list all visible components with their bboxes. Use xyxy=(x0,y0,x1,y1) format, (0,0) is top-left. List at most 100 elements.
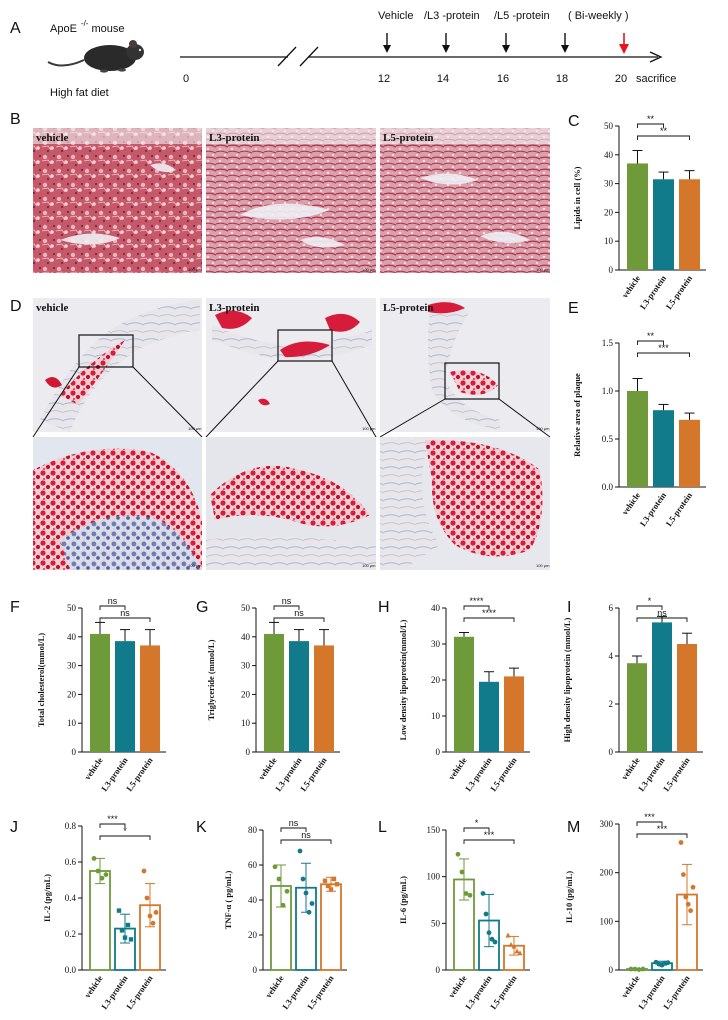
bar xyxy=(454,636,474,752)
scale-bar-label: 100 μm xyxy=(188,267,202,272)
mouse-label-suffix: mouse xyxy=(91,23,124,35)
timeline-tick-20: 20 xyxy=(615,73,627,85)
y-tick-label: 40 xyxy=(241,632,251,642)
data-point xyxy=(459,869,465,875)
bar xyxy=(314,645,334,752)
chart-g: G 0 10 20 30 40 50 Triglyceride (mmol/L) vehicle… xyxy=(196,596,340,793)
significance-bracket xyxy=(637,135,690,140)
data-point xyxy=(141,868,147,874)
micrograph-liver-l5: L5-protein 100 μm xyxy=(380,128,550,273)
significance-label: ** xyxy=(660,126,668,136)
category-label: vehicle xyxy=(619,755,642,781)
y-tick-label: 40 xyxy=(67,632,77,642)
panel-letter: F xyxy=(10,599,20,616)
data-point xyxy=(688,908,693,914)
data-point xyxy=(122,935,128,940)
y-tick-label: 10 xyxy=(241,718,251,728)
y-tick-label: 30 xyxy=(431,639,441,649)
y-tick-label: 30 xyxy=(604,179,614,189)
panel-letter: D xyxy=(10,298,22,315)
chart-j: J0.00.20.40.60.8IL-2 (pg/mL)vehicleL3-pr… xyxy=(10,814,166,1011)
significance-label: ns xyxy=(120,608,130,618)
micrograph-aorta-vehicle: vehicle 100 μm xyxy=(33,298,202,432)
data-point xyxy=(678,840,684,845)
y-axis-label: TNF-α ( pg/mL) xyxy=(223,871,233,930)
data-point xyxy=(685,901,691,907)
chart-e: E 0.0 0.5 1.0 1.5 Relative area of plaque vehi… xyxy=(568,300,706,528)
micrograph-liver-l3: L3-protein 100 μm xyxy=(206,128,376,273)
scale-bar-label: 100 μm xyxy=(362,267,376,272)
data-point xyxy=(628,966,634,972)
y-tick-label: 0 xyxy=(609,265,614,275)
data-point xyxy=(150,920,156,926)
significance-bracket xyxy=(99,823,126,828)
chart-f: F 0 10 20 30 40 50 Total cholesterol(mmol/L) veh… xyxy=(10,596,166,793)
bar xyxy=(679,419,700,487)
panel-letter: L xyxy=(378,819,387,836)
data-point xyxy=(492,939,498,945)
bar xyxy=(653,179,674,270)
data-point xyxy=(147,913,153,919)
y-tick-label: 0 xyxy=(253,965,258,975)
y-tick-label: 0 xyxy=(609,965,614,975)
data-point xyxy=(300,876,306,882)
y-axis-label: Lipids in cell (%) xyxy=(572,166,582,229)
data-point xyxy=(681,872,686,878)
y-tick-label: 0 xyxy=(436,747,441,757)
significance-label: * xyxy=(648,596,652,606)
y-tick-label: 0.0 xyxy=(65,965,77,975)
micrograph-label: vehicle xyxy=(36,302,68,314)
micrograph-label: L5-protein xyxy=(383,302,434,314)
bar xyxy=(90,633,110,752)
category-label: L5-protein xyxy=(664,273,695,311)
sacrifice-arrow xyxy=(619,33,629,54)
y-tick-label: 0 xyxy=(72,747,77,757)
data-point xyxy=(325,883,331,889)
zoom-lines xyxy=(32,360,551,438)
significance-label: ns xyxy=(294,608,304,618)
scale-bar-label: 100 μm xyxy=(536,426,550,431)
significance-bracket xyxy=(99,617,151,622)
timeline-tick-0: 0 xyxy=(183,73,189,85)
y-tick-label: 50 xyxy=(431,918,441,928)
y-tick-label: 10 xyxy=(604,236,614,246)
diet-label: High fat diet xyxy=(50,87,109,99)
y-tick-label: 30 xyxy=(241,661,251,671)
data-point xyxy=(128,937,134,942)
data-point xyxy=(306,909,312,915)
mouse-icon xyxy=(47,40,144,73)
data-point xyxy=(505,932,511,938)
dose-arrow-18 xyxy=(561,33,569,53)
panel-letter: B xyxy=(10,111,21,128)
timeline-tick-14: 14 xyxy=(437,73,449,85)
data-point xyxy=(636,967,642,972)
category-label: L5-protein xyxy=(664,490,695,528)
bar xyxy=(677,644,697,752)
significance-bracket xyxy=(273,605,300,610)
panel-letter: A xyxy=(10,20,21,37)
significance-bracket xyxy=(99,605,126,610)
data-point xyxy=(303,890,309,896)
y-tick-label: 150 xyxy=(427,825,441,835)
bar xyxy=(504,676,524,752)
data-point xyxy=(517,950,523,956)
y-tick-label: 200 xyxy=(600,868,614,878)
y-tick-label: 20 xyxy=(248,930,258,940)
panel-a: A ApoE -/- mouse High fat diet Vehicle /L3… xyxy=(10,10,676,99)
legend-schedule: ( Bi-weekly ) xyxy=(568,10,629,22)
category-label: vehicle xyxy=(619,973,642,999)
zoom-box xyxy=(444,362,500,400)
y-tick-label: 80 xyxy=(248,825,258,835)
legend-vehicle: Vehicle xyxy=(378,10,413,22)
bar xyxy=(627,391,648,487)
significance-bracket xyxy=(463,605,490,610)
micrograph-aorta-l5-zoom: 100 μm xyxy=(380,437,550,570)
significance-label: *** xyxy=(658,343,669,353)
panel-b: B vehicle 100 μm L3-protein 100 μm L5-pr… xyxy=(10,111,550,273)
significance-bracket xyxy=(636,821,663,826)
data-point xyxy=(483,911,489,917)
bar xyxy=(653,410,674,487)
significance-label: *** xyxy=(657,824,668,834)
